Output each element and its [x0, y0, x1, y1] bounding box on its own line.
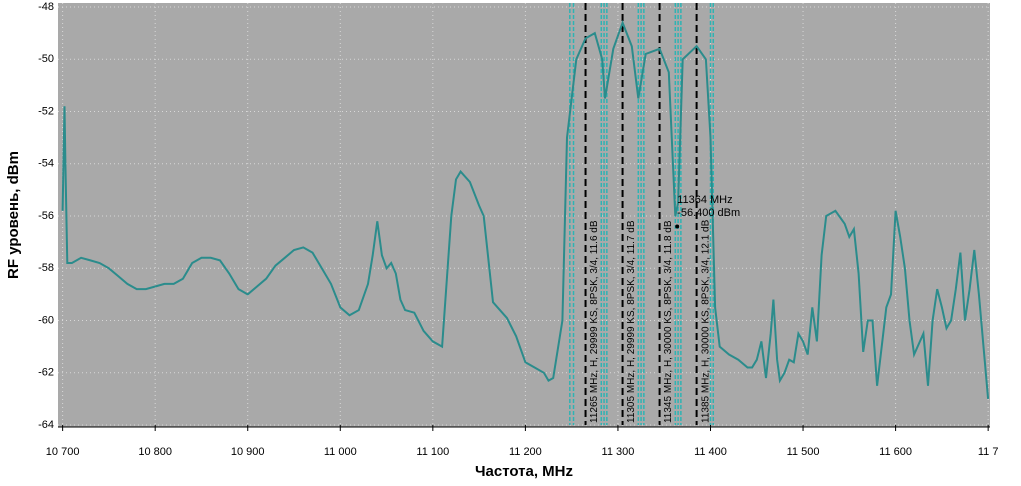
carrier-label: 11305 MHz, H, 29999 KS, 8PSK, 3/4, 11.7 … [626, 220, 637, 423]
spectrum-line [61, 19, 990, 399]
x-tick-label: 10 700 [46, 446, 80, 458]
y-tick-label: -64 [38, 419, 54, 431]
y-tick-label: -60 [38, 314, 54, 326]
y-tick-label: -48 [38, 1, 54, 13]
x-tick-label: 11 000 [324, 446, 357, 458]
x-tick-label: 11 200 [509, 446, 542, 458]
carrier-label: 11385 MHz, H, 30000 KS, 8PSK, 3/4, 12.1 … [700, 219, 711, 423]
x-tick-label: 11 7 [978, 446, 999, 458]
y-tick-label: -56 [38, 210, 54, 222]
cursor-label: 11364 MHz [677, 194, 732, 206]
x-tick-label: 10 800 [138, 446, 172, 458]
x-axis-label: Частота, MHz [475, 463, 573, 480]
y-tick-label: -50 [38, 53, 54, 65]
cursor-label: -56.400 dBm [677, 207, 740, 219]
y-tick-label: -62 [38, 367, 54, 379]
cursor-point [675, 224, 680, 229]
y-axis-label: RF уровень, dBm [5, 151, 22, 279]
x-tick-label: 10 900 [231, 446, 265, 458]
x-tick-label: 11 100 [416, 446, 449, 458]
x-tick-label: 11 600 [879, 446, 912, 458]
carrier-label: 11345 MHz, H, 30000 KS, 8PSK, 3/4, 11.8 … [663, 220, 674, 423]
y-tick-label: -52 [38, 105, 54, 117]
x-tick-label: 11 400 [694, 446, 727, 458]
x-tick-label: 11 300 [602, 446, 635, 458]
carrier-label: 11265 MHz, H, 29999 KS, 8PSK, 3/4, 11.6 … [589, 220, 600, 423]
y-tick-label: -54 [38, 158, 54, 170]
y-tick-label: -58 [38, 262, 54, 274]
plot-area [58, 3, 990, 427]
x-tick-label: 11 500 [787, 446, 820, 458]
